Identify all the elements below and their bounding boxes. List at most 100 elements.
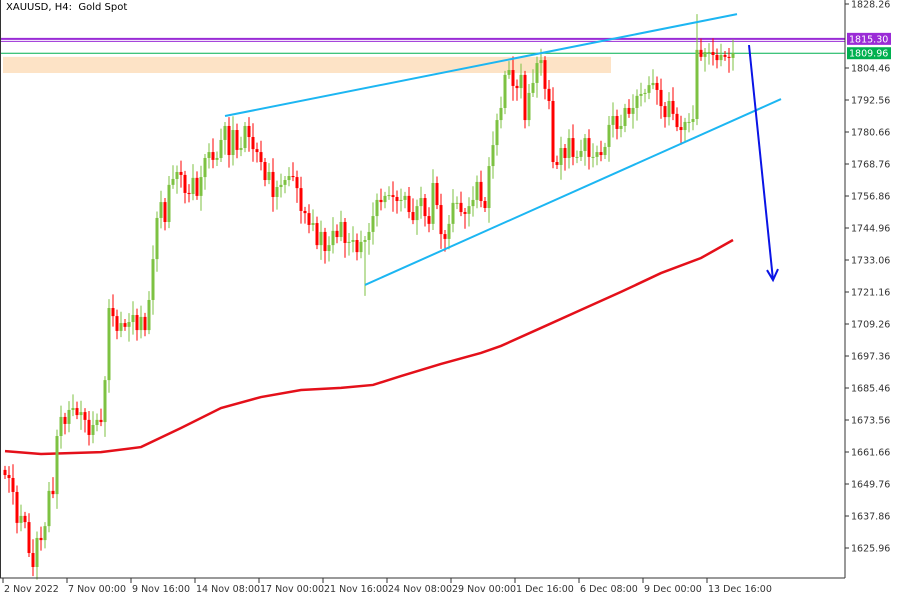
candle [479, 170, 483, 208]
candle [359, 230, 363, 259]
candle-body [291, 176, 295, 178]
candle [159, 190, 163, 229]
candle [523, 70, 527, 129]
candle-body [311, 223, 315, 225]
candle-body [163, 202, 167, 222]
candle-body [419, 198, 423, 207]
candle [715, 48, 719, 69]
candle [623, 103, 627, 133]
candle-body [495, 120, 499, 146]
candle-body [23, 515, 27, 523]
candle-body [459, 202, 463, 213]
candle [283, 176, 287, 194]
candle-body [655, 82, 659, 90]
candle-body [591, 156, 595, 158]
candle [79, 400, 83, 430]
candle-body [43, 526, 47, 541]
candle-body [379, 199, 383, 203]
candle [67, 401, 71, 433]
candle [719, 43, 723, 67]
candle-body [651, 82, 655, 86]
candle-body [639, 93, 643, 96]
candle-body [511, 70, 515, 86]
candle [95, 413, 99, 432]
candle-body [679, 127, 683, 131]
candle [15, 485, 19, 534]
candle-body [631, 107, 635, 114]
candle [223, 121, 227, 155]
candle [647, 76, 651, 100]
candle [711, 38, 715, 66]
candle [603, 142, 607, 160]
candle-body [279, 184, 283, 188]
candle-body [579, 150, 583, 157]
candle-body [215, 157, 219, 160]
candle-body [403, 195, 407, 200]
candle [643, 88, 647, 103]
candle-body [563, 148, 567, 158]
candle [487, 157, 491, 223]
candle-body [399, 199, 403, 202]
candle [103, 376, 107, 437]
candle [435, 176, 439, 210]
candle-body [283, 180, 287, 185]
candle-body [343, 221, 347, 243]
candle-body [547, 88, 551, 101]
candle [183, 170, 187, 204]
candle [451, 189, 455, 233]
moving-average-line [4, 238, 734, 456]
candle [543, 56, 547, 100]
candle [111, 294, 115, 327]
candle-body [91, 425, 95, 435]
chart-title: XAUUSD, H4: Gold Spot [6, 2, 127, 13]
candle [167, 176, 171, 229]
candle-body [319, 231, 323, 246]
candle [683, 117, 687, 143]
candle [483, 196, 487, 213]
candle-body [595, 152, 599, 157]
candle [191, 164, 195, 201]
candle [407, 187, 411, 219]
candle [439, 193, 443, 249]
price-tick-label: 1721.16 [851, 288, 890, 299]
supply-zone [3, 56, 611, 74]
candle [11, 464, 15, 505]
candle [339, 210, 343, 242]
candle-body [551, 100, 555, 163]
candle-body [503, 74, 507, 108]
candle-body [127, 322, 131, 327]
candle [71, 394, 75, 417]
candle-body [155, 217, 159, 260]
candle [403, 191, 407, 209]
candle-body [683, 121, 687, 131]
candle-body [707, 52, 711, 54]
candle-body [367, 231, 371, 240]
candle [47, 482, 51, 533]
candle [179, 160, 183, 188]
candle [187, 184, 191, 203]
candle-body [471, 199, 475, 207]
candle-body [303, 210, 307, 214]
candle-body [675, 113, 679, 128]
candle-body [375, 199, 379, 217]
candle [327, 236, 331, 262]
candle [659, 78, 663, 119]
candle [655, 76, 659, 105]
candle-body [135, 315, 139, 331]
candle-body [39, 537, 43, 541]
candle-body [395, 196, 399, 202]
price-tick-label: 1661.66 [851, 448, 890, 459]
candle [151, 245, 155, 315]
candle [631, 94, 635, 129]
candle-body [519, 74, 523, 89]
candle [303, 206, 307, 224]
candle-body [55, 436, 59, 495]
candle-body [207, 152, 211, 158]
candle [251, 123, 255, 162]
candle [727, 48, 731, 73]
price-tick-label: 1756.86 [851, 192, 890, 203]
candle [399, 188, 403, 212]
candle-body [59, 416, 63, 437]
candle [583, 134, 587, 166]
